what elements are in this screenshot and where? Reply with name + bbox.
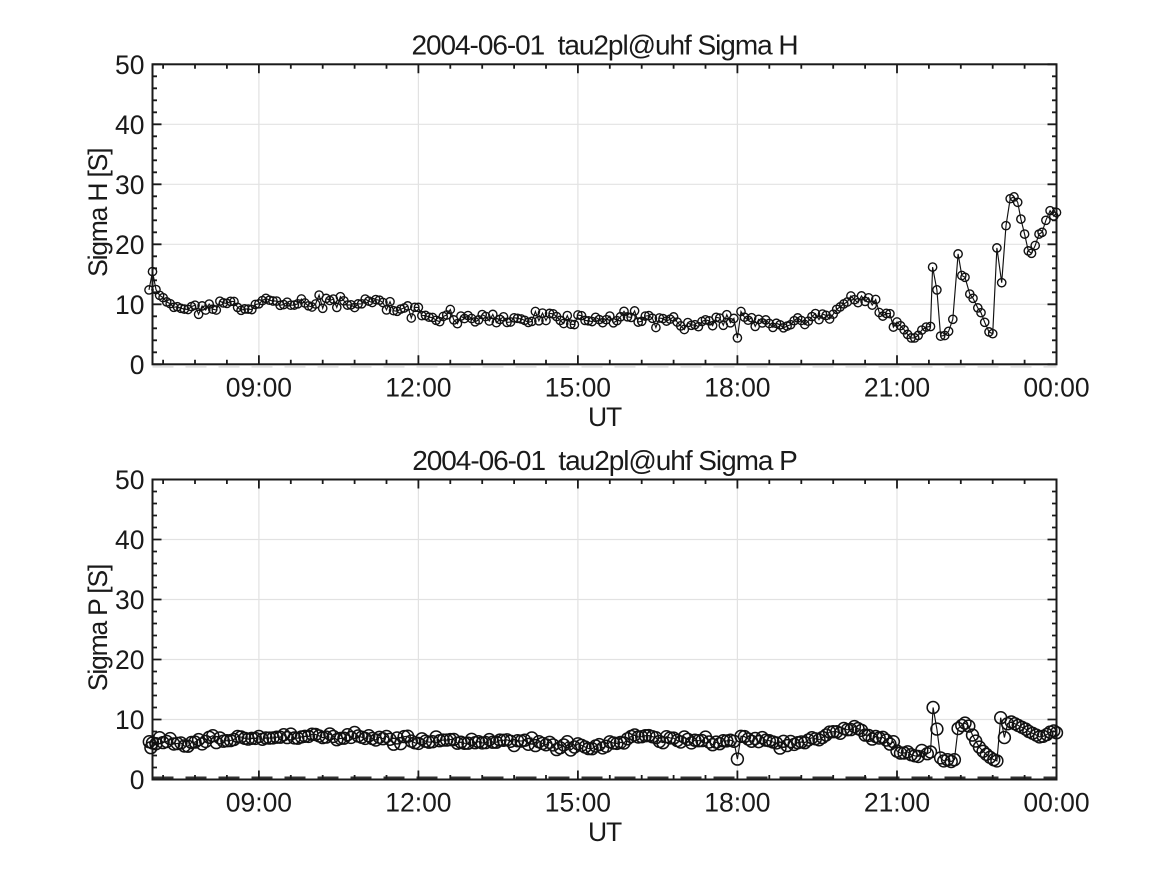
svg-text:21:00: 21:00 bbox=[864, 788, 930, 818]
svg-text:15:00: 15:00 bbox=[545, 788, 611, 818]
svg-text:12:00: 12:00 bbox=[385, 373, 451, 403]
svg-text:50: 50 bbox=[115, 465, 144, 495]
svg-text:15:00: 15:00 bbox=[545, 373, 611, 403]
svg-text:09:00: 09:00 bbox=[226, 788, 292, 818]
svg-text:21:00: 21:00 bbox=[864, 373, 930, 403]
svg-text:10: 10 bbox=[115, 705, 144, 735]
svg-text:30: 30 bbox=[115, 585, 144, 615]
svg-text:10: 10 bbox=[115, 290, 144, 320]
svg-text:00:00: 00:00 bbox=[1023, 788, 1089, 818]
svg-text:Sigma H [S]: Sigma H [S] bbox=[83, 149, 113, 277]
svg-text:18:00: 18:00 bbox=[704, 788, 770, 818]
svg-text:30: 30 bbox=[115, 170, 144, 200]
svg-text:2004-06-01 tau2pl@uhf Sigma P: 2004-06-01 tau2pl@uhf Sigma P bbox=[412, 445, 797, 476]
svg-text:UT: UT bbox=[588, 817, 622, 847]
svg-text:Sigma P [S]: Sigma P [S] bbox=[83, 565, 113, 691]
svg-text:20: 20 bbox=[115, 230, 144, 260]
svg-text:12:00: 12:00 bbox=[385, 788, 451, 818]
svg-text:18:00: 18:00 bbox=[704, 373, 770, 403]
svg-text:UT: UT bbox=[588, 402, 622, 432]
svg-text:20: 20 bbox=[115, 645, 144, 675]
svg-text:40: 40 bbox=[115, 110, 144, 140]
svg-text:0: 0 bbox=[130, 765, 145, 795]
svg-text:09:00: 09:00 bbox=[226, 373, 292, 403]
svg-text:0: 0 bbox=[130, 350, 145, 380]
svg-text:40: 40 bbox=[115, 525, 144, 555]
svg-text:50: 50 bbox=[115, 50, 144, 80]
svg-text:00:00: 00:00 bbox=[1023, 373, 1089, 403]
svg-text:2004-06-01 tau2pl@uhf Sigma H: 2004-06-01 tau2pl@uhf Sigma H bbox=[411, 30, 797, 61]
